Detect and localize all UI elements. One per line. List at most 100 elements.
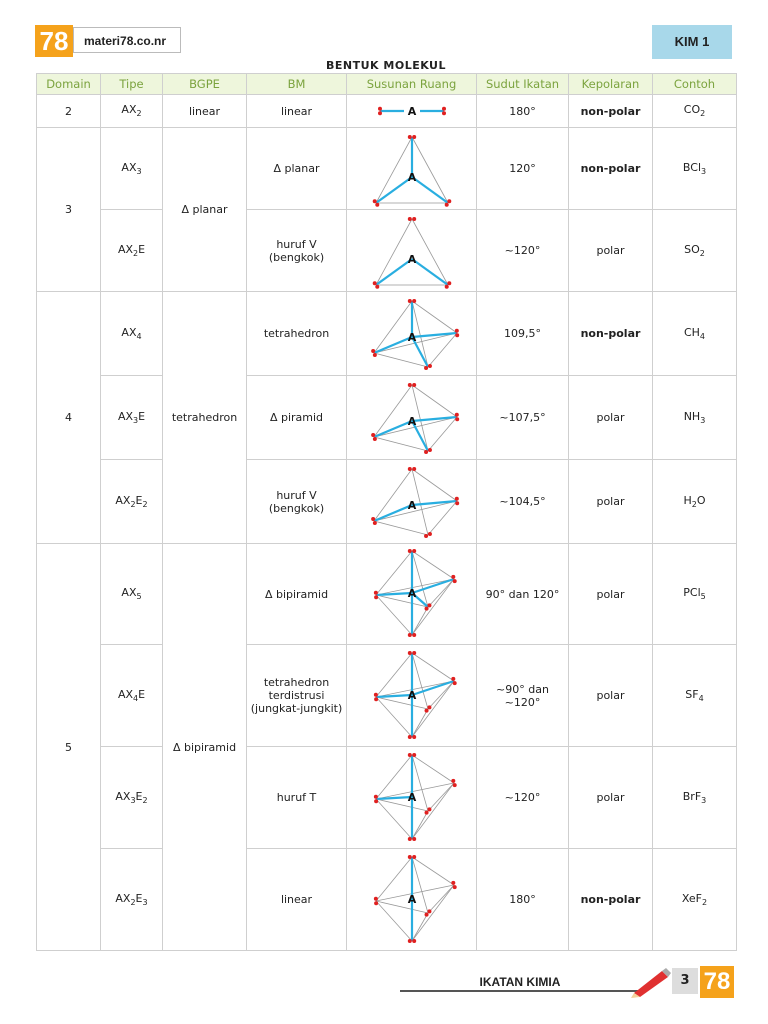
- contoh-cell: BCl3: [652, 127, 737, 210]
- sudut-cell: 90° dan 120°: [476, 543, 569, 645]
- ligand-dot: [411, 854, 416, 859]
- bm-cell: huruf T: [246, 746, 347, 849]
- ligand-dot: [450, 676, 455, 681]
- kepolaran-cell: non-polar: [568, 94, 653, 128]
- ligand-dot: [372, 198, 377, 203]
- page-number: 3: [672, 968, 698, 994]
- central-atom-label: A: [407, 171, 416, 184]
- table-row: AX3E2 huruf T A ~120° polar BrF3: [37, 746, 737, 849]
- ligand-dot: [407, 298, 412, 303]
- ligand-dot: [407, 650, 412, 655]
- bond-line: [410, 592, 429, 608]
- bm-cell: huruf V (bengkok): [246, 209, 347, 292]
- kepolaran-cell: polar: [568, 644, 653, 747]
- kepolaran-cell: polar: [568, 746, 653, 849]
- molecule-diagram: A: [370, 466, 459, 538]
- frame-edge: [427, 884, 454, 913]
- kepolaran-cell: non-polar: [568, 848, 653, 951]
- bond-line: [375, 693, 412, 698]
- lone-pair-dot: [450, 778, 455, 783]
- lone-pair-dot: [424, 912, 429, 917]
- kepolaran-cell: polar: [568, 375, 653, 460]
- ligand-dot: [411, 298, 416, 303]
- kepolaran-cell: non-polar: [568, 127, 653, 210]
- lone-pair-dot: [452, 782, 457, 787]
- ligand-dot: [377, 106, 382, 111]
- ligand-dot: [411, 549, 416, 553]
- molecule-diagram: A: [372, 134, 451, 207]
- frame-edge: [411, 300, 457, 333]
- sudut-cell: ~120°: [476, 746, 569, 849]
- site-name[interactable]: materi78.co.nr: [73, 27, 181, 53]
- frame-edge: [411, 782, 454, 839]
- ligand-dot: [452, 579, 457, 584]
- col-domain: Domain: [36, 73, 101, 95]
- central-atom-label: A: [407, 331, 416, 344]
- shape-trigonal-bipyramidal: A: [346, 543, 477, 645]
- frame-edge: [411, 300, 428, 367]
- frame-edge: [375, 696, 428, 709]
- bond-line: [411, 679, 454, 696]
- tipe-cell: AX2E2: [100, 459, 163, 544]
- lone-pair-dot: [373, 900, 378, 905]
- molecule-diagram: A: [373, 752, 457, 841]
- col-susunan-ruang: Susunan Ruang: [346, 73, 477, 95]
- contoh-cell: CH4: [652, 291, 737, 376]
- ligand-dot: [373, 590, 378, 595]
- bgpe-cell: Δ planar: [162, 127, 247, 292]
- ligand-dot: [407, 854, 412, 859]
- ligand-dot: [372, 436, 377, 441]
- frame-edge: [375, 136, 412, 203]
- ligand-dot: [372, 352, 377, 357]
- frame-edge: [373, 300, 412, 353]
- kepolaran-cell: polar: [568, 459, 653, 544]
- molecule-diagram: A: [372, 216, 451, 289]
- ligand-dot: [444, 202, 449, 207]
- ligand-dot: [372, 280, 377, 285]
- contoh-cell: CO2: [652, 94, 737, 128]
- sudut-cell: ~90° dan ~120°: [476, 644, 569, 747]
- lone-pair-dot: [407, 382, 412, 387]
- contoh-cell: SF4: [652, 644, 737, 747]
- sudut-cell: ~107,5°: [476, 375, 569, 460]
- shape-tetrahedral: A: [346, 291, 477, 376]
- frame-edge: [375, 652, 412, 697]
- contoh-cell: BrF3: [652, 746, 737, 849]
- frame-edge: [411, 384, 428, 451]
- ligand-dot: [372, 520, 377, 525]
- ligand-dot: [450, 574, 455, 579]
- tipe-cell: AX4: [100, 291, 163, 376]
- footer-divider: [400, 990, 640, 992]
- ligand-dot: [370, 432, 375, 437]
- lone-pair-dot: [411, 216, 416, 221]
- bgpe-cell: Δ bipiramid: [162, 543, 247, 951]
- bond-line: [375, 795, 412, 800]
- frame-edge: [411, 754, 428, 811]
- bm-cell: linear: [246, 94, 347, 128]
- shape-linear: A: [346, 94, 477, 128]
- contoh-cell: XeF2: [652, 848, 737, 951]
- ligand-dot: [411, 734, 416, 739]
- bgpe-cell: tetrahedron: [162, 291, 247, 544]
- frame-edge: [411, 810, 428, 839]
- contoh-cell: NH3: [652, 375, 737, 460]
- sudut-cell: ~104,5°: [476, 459, 569, 544]
- ligand-dot: [441, 111, 446, 116]
- table-row: 2 AX2 linear linear A 180° non-polar CO2: [36, 94, 737, 128]
- ligand-dot: [373, 696, 378, 701]
- lone-pair-dot: [373, 896, 378, 901]
- ligand-dot: [426, 603, 431, 608]
- frame-edge: [373, 468, 412, 521]
- ligand-dot: [373, 798, 378, 803]
- central-atom-label: A: [407, 105, 416, 118]
- frame-edge: [411, 550, 454, 580]
- frame-edge: [373, 352, 428, 367]
- frame-edge: [375, 218, 412, 285]
- frame-edge: [375, 696, 412, 737]
- bond-line: [373, 419, 412, 438]
- ligand-dot: [454, 496, 459, 501]
- col-contoh: Contoh: [652, 73, 737, 95]
- ligand-dot: [454, 412, 459, 417]
- ligand-dot: [370, 348, 375, 353]
- frame-edge: [375, 578, 454, 596]
